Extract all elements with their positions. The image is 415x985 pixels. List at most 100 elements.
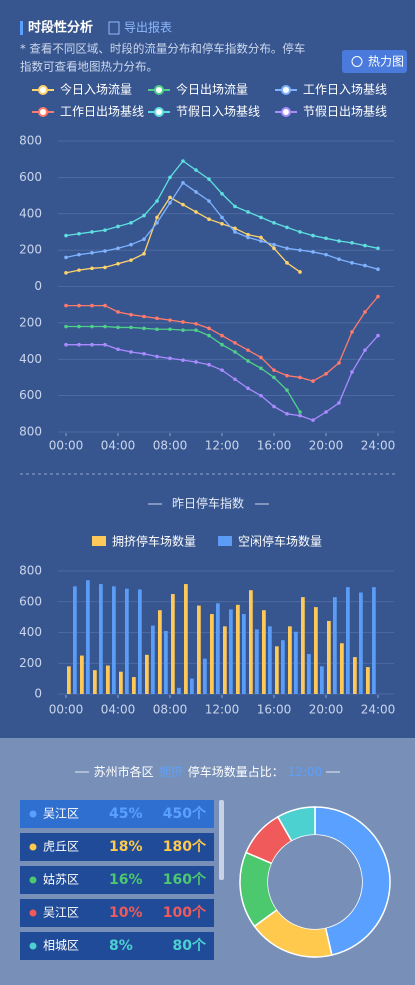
bar bbox=[346, 587, 350, 694]
district-percent: 8% bbox=[109, 938, 133, 954]
bar bbox=[359, 592, 363, 694]
point bbox=[259, 235, 263, 240]
bar bbox=[93, 670, 97, 694]
bar bbox=[236, 604, 240, 694]
point bbox=[142, 326, 146, 331]
scrollbar[interactable] bbox=[219, 800, 224, 880]
point bbox=[181, 202, 185, 207]
point bbox=[246, 348, 250, 352]
title-part: 苏州市各区 bbox=[94, 764, 154, 779]
bar bbox=[132, 677, 136, 694]
point bbox=[168, 327, 172, 332]
x-tick-label: 24:00 bbox=[361, 439, 396, 453]
bar bbox=[333, 597, 337, 694]
point bbox=[194, 168, 198, 172]
point bbox=[64, 271, 68, 275]
point bbox=[285, 388, 289, 392]
point bbox=[64, 324, 68, 329]
bar bbox=[340, 643, 344, 694]
point bbox=[77, 231, 81, 236]
point bbox=[168, 175, 172, 180]
point bbox=[64, 342, 68, 347]
bar bbox=[242, 614, 246, 694]
x-tick-label: 00:00 bbox=[49, 439, 84, 453]
point bbox=[350, 241, 354, 245]
point bbox=[324, 410, 328, 414]
heatmap-button[interactable] bbox=[342, 50, 407, 73]
bar bbox=[177, 687, 181, 694]
bar bbox=[171, 594, 175, 694]
point bbox=[64, 233, 68, 238]
y-tick-label: 400 bbox=[19, 206, 42, 220]
heatmap-button-label[interactable]: 热力图 bbox=[368, 55, 404, 69]
top-panel bbox=[0, 0, 415, 738]
point bbox=[233, 350, 237, 354]
point bbox=[363, 310, 367, 314]
point bbox=[285, 412, 289, 416]
point bbox=[155, 354, 159, 359]
point bbox=[350, 261, 354, 265]
y-tick-label: 0 bbox=[34, 279, 42, 293]
point bbox=[350, 370, 354, 374]
point bbox=[155, 221, 159, 225]
point bbox=[285, 225, 289, 230]
point bbox=[324, 252, 328, 257]
point bbox=[272, 246, 276, 251]
point bbox=[77, 324, 81, 329]
point bbox=[298, 410, 302, 414]
point bbox=[155, 215, 159, 220]
district-count: 100个 bbox=[163, 904, 207, 921]
section-title: 时段性分析 bbox=[28, 20, 93, 36]
district-dot bbox=[29, 810, 37, 818]
bar bbox=[210, 614, 214, 694]
y-tick-label: 800 bbox=[19, 134, 42, 148]
legend-label: 空闲停车场数量 bbox=[238, 534, 322, 549]
district-percent: 10% bbox=[109, 905, 143, 921]
y-tick-label: 0 bbox=[34, 687, 42, 701]
point bbox=[272, 368, 276, 372]
bar bbox=[294, 631, 298, 694]
point bbox=[129, 312, 133, 317]
point bbox=[168, 195, 172, 200]
bar bbox=[262, 610, 266, 694]
point bbox=[233, 230, 237, 234]
district-row bbox=[20, 932, 214, 960]
district-dot bbox=[29, 909, 37, 917]
point bbox=[90, 324, 94, 329]
point bbox=[129, 258, 133, 262]
point bbox=[181, 181, 185, 185]
title-bar bbox=[20, 21, 23, 35]
point bbox=[272, 375, 276, 380]
point bbox=[298, 230, 302, 234]
point bbox=[207, 333, 211, 338]
bar bbox=[145, 654, 149, 694]
note-line: * 查看不同区域、时段的流量分布和停车指数分布。停车 bbox=[20, 42, 305, 56]
point bbox=[350, 330, 354, 334]
point bbox=[337, 239, 341, 243]
point bbox=[207, 217, 211, 222]
point bbox=[155, 199, 159, 203]
legend-label: 节假日入场基线 bbox=[176, 105, 260, 119]
bar bbox=[314, 607, 318, 694]
export-icon[interactable] bbox=[108, 21, 120, 35]
x-tick-label: 08:00 bbox=[153, 439, 188, 453]
point bbox=[194, 321, 198, 326]
bar bbox=[158, 610, 162, 694]
y-tick-label: 200 bbox=[19, 243, 42, 257]
point bbox=[142, 251, 146, 256]
legend-swatch bbox=[218, 536, 232, 546]
district-count: 160个 bbox=[163, 871, 207, 888]
point bbox=[116, 310, 120, 314]
district-name: 姑苏区 bbox=[43, 873, 79, 887]
point bbox=[168, 201, 172, 205]
bar bbox=[353, 657, 357, 694]
legend-swatch-dot bbox=[38, 85, 48, 95]
x-tick-label: 20:00 bbox=[309, 703, 344, 717]
point bbox=[103, 265, 107, 270]
bar bbox=[249, 590, 253, 694]
export-link[interactable]: 导出报表 bbox=[124, 20, 172, 35]
point bbox=[259, 393, 263, 398]
point bbox=[220, 333, 224, 338]
chart-title: 苏州市各区 拥挤 停车场数量占比： 12:00 bbox=[94, 764, 323, 779]
district-percent: 16% bbox=[109, 872, 143, 888]
